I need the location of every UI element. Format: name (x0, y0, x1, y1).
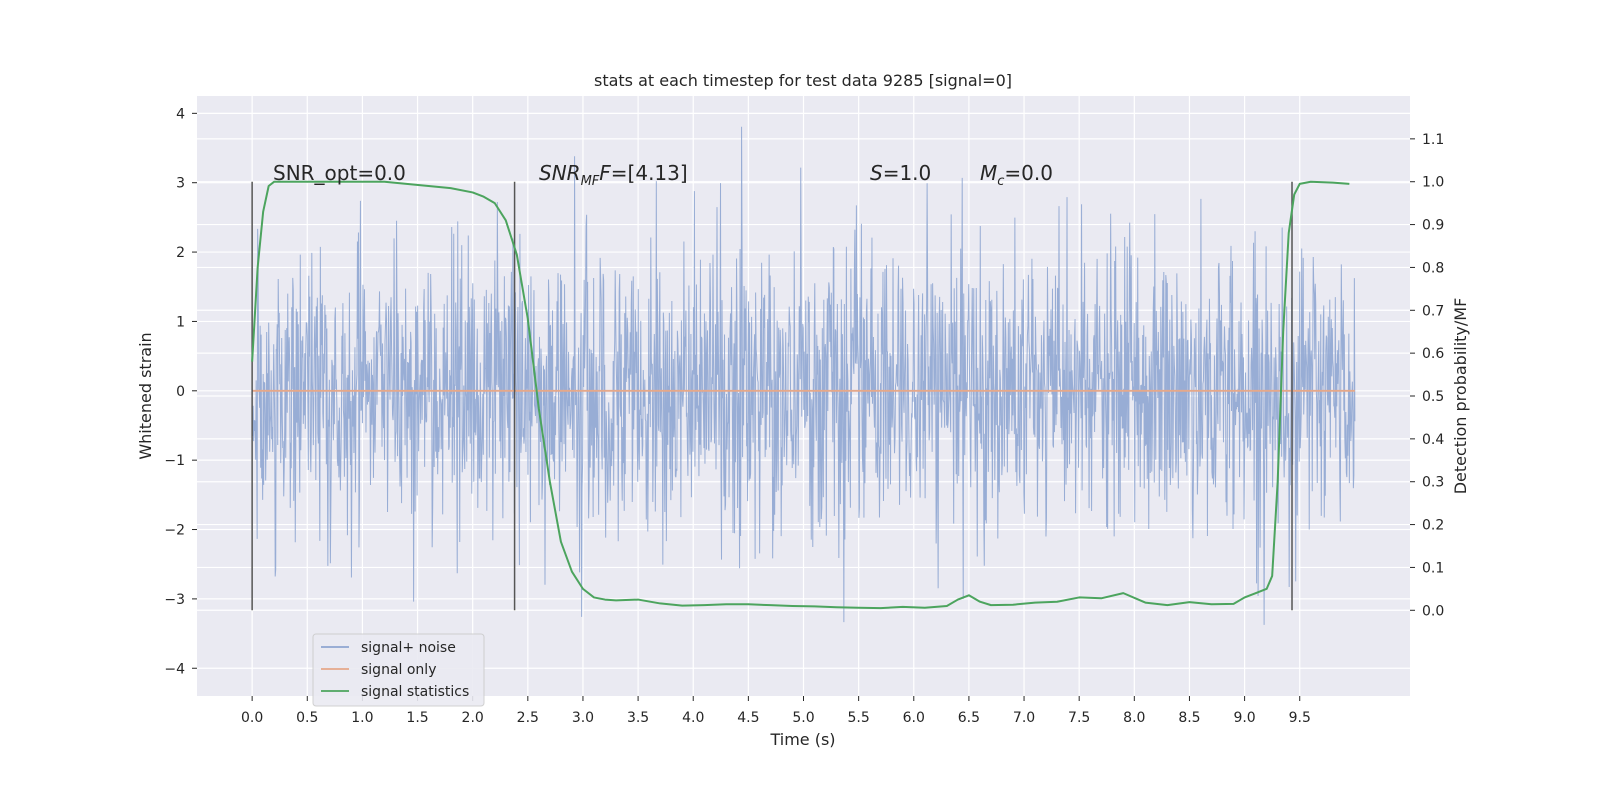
annotation-mc: Mc=0.0 (980, 161, 1053, 189)
x-axis-label: Time (s) (769, 730, 835, 749)
annotation-s-main: S (870, 161, 883, 185)
y-left-tick-label: −1 (164, 453, 185, 469)
y-axis-left-ticks: 4 3 2 1 0 −1 −2 −3 −4 (164, 106, 197, 677)
annotation-s: S=1.0 (870, 161, 931, 185)
annotation-snr-opt: SNR_opt=0.0 (273, 161, 406, 185)
y-left-tick-label: 3 (176, 176, 185, 192)
y-right-tick-label: 1.1 (1422, 132, 1444, 148)
legend-label-signal-statistics: signal statistics (361, 684, 469, 700)
signal-statistics-series (251, 180, 1350, 610)
y-right-tick-label: 0.7 (1422, 303, 1444, 319)
x-tick-label: 1.0 (351, 710, 373, 726)
x-tick-label: 9.0 (1233, 710, 1255, 726)
y-axis-right-ticks: 1.1 1.0 0.9 0.8 0.7 0.6 0.5 0.4 0.3 0.2 0.1 0.0 (1410, 132, 1444, 619)
y-right-tick-label: 0.9 (1422, 218, 1444, 234)
annotation-snr-mf: SNRMFF=[4.13] (539, 161, 688, 189)
y-right-tick-label: 0.0 (1422, 603, 1444, 619)
annotation-snr-mf-sub: MF (581, 174, 600, 189)
x-tick-label: 3.5 (627, 710, 649, 726)
legend: signal+ noise signal only signal statist… (312, 633, 485, 707)
x-tick-label: 8.5 (1178, 710, 1200, 726)
legend-label-signal-noise: signal+ noise (361, 640, 456, 656)
x-tick-label: 2.0 (462, 710, 484, 726)
annotation-snr-mf-f: F (599, 161, 611, 185)
x-tick-label: 7.0 (1013, 710, 1035, 726)
chart-title: stats at each timestep for test data 928… (594, 71, 1012, 90)
annotation-snr-mf-value: =[4.13] (611, 161, 688, 185)
x-tick-label: 4.5 (737, 710, 759, 726)
y-right-tick-label: 0.8 (1422, 260, 1444, 276)
x-tick-label: 3.0 (572, 710, 594, 726)
y-right-tick-label: 0.2 (1422, 518, 1444, 534)
x-tick-label: 6.0 (903, 710, 925, 726)
x-tick-label: 1.5 (406, 710, 428, 726)
signal-statistics-line (251, 180, 1350, 610)
x-tick-label: 5.0 (792, 710, 814, 726)
y-right-tick-label: 0.3 (1422, 475, 1444, 491)
y-left-tick-label: 0 (176, 384, 185, 400)
y-axis-left-label: Whitened strain (136, 332, 155, 459)
y-left-tick-label: 2 (176, 245, 185, 261)
y-left-tick-label: −2 (164, 523, 185, 539)
y-right-tick-label: 1.0 (1422, 175, 1444, 191)
y-right-tick-label: 0.6 (1422, 346, 1444, 362)
x-tick-label: 6.5 (958, 710, 980, 726)
y-left-tick-label: 4 (176, 106, 185, 122)
y-left-tick-label: −4 (164, 661, 185, 677)
y-left-tick-label: −3 (164, 592, 185, 608)
annotation-snr-mf-main: SNR (539, 161, 581, 185)
x-axis-ticks: 0.0 0.5 1.0 1.5 2.0 2.5 3.0 3.5 4.0 4.5 5.0 5.5 6.0 6… (241, 696, 1311, 726)
y-axis-right-label: Detection probability/MF (1451, 298, 1470, 495)
annotation-mc-value: =0.0 (1004, 161, 1053, 185)
x-tick-label: 4.0 (682, 710, 704, 726)
annotation-mc-main: M (980, 161, 997, 185)
vertical-markers (251, 181, 1293, 611)
y-left-tick-label: 1 (176, 314, 185, 330)
legend-box (312, 633, 485, 707)
x-tick-label: 0.5 (296, 710, 318, 726)
y-right-tick-label: 0.1 (1422, 560, 1444, 576)
y-right-tick-label: 0.5 (1422, 389, 1444, 405)
x-tick-label: 7.5 (1068, 710, 1090, 726)
y-right-tick-label: 0.4 (1422, 432, 1444, 448)
annotation-s-value: =1.0 (883, 161, 932, 185)
x-tick-label: 8.0 (1123, 710, 1145, 726)
x-tick-label: 9.5 (1289, 710, 1311, 726)
annotation-mc-sub: c (997, 174, 1004, 189)
x-tick-label: 0.0 (241, 710, 263, 726)
legend-label-signal-only: signal only (361, 662, 436, 678)
x-tick-label: 2.5 (517, 710, 539, 726)
x-tick-label: 5.5 (848, 710, 870, 726)
